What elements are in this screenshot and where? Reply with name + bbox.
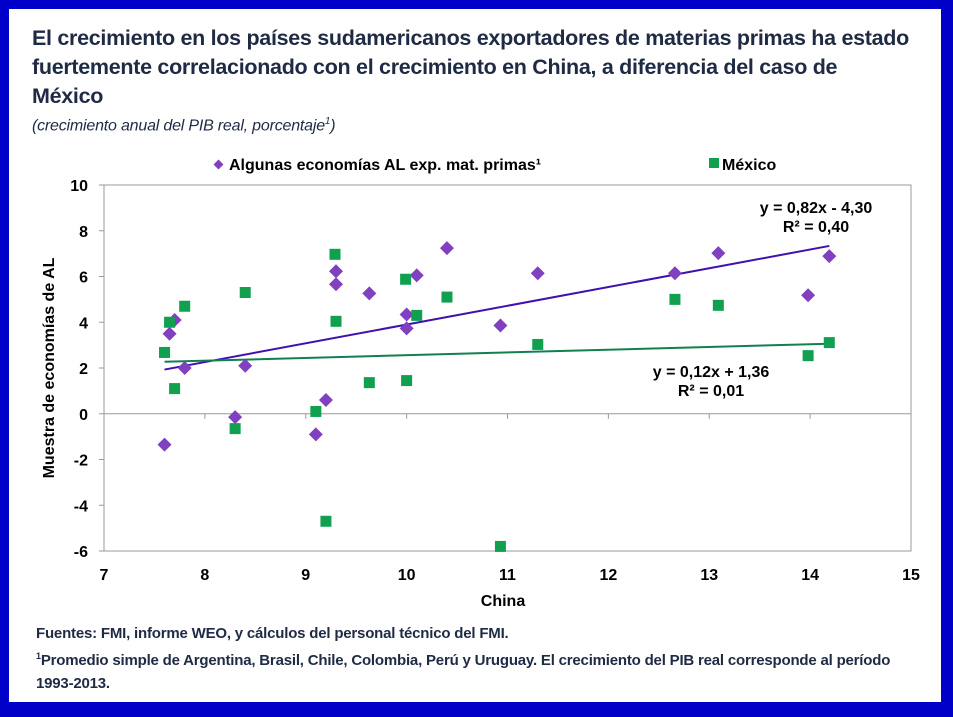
footer-note-text: Promedio simple de Argentina, Brasil, Ch… bbox=[36, 652, 891, 692]
point-mexico bbox=[823, 337, 835, 349]
y-tick-label: -4 bbox=[74, 498, 88, 515]
footer-sources: Fuentes: FMI, informe WEO, y cálculos de… bbox=[36, 625, 509, 642]
point-al bbox=[228, 410, 243, 425]
point-al bbox=[318, 393, 333, 408]
y-tick-label: -2 bbox=[74, 453, 88, 470]
footer-note-mark: 1 bbox=[36, 651, 41, 661]
point-mexico bbox=[320, 515, 332, 527]
legend-marker-al bbox=[213, 159, 224, 170]
slide-subtitle: (crecimiento anual del PIB real, porcent… bbox=[32, 116, 336, 135]
point-al bbox=[177, 361, 192, 375]
subtitle-text: (crecimiento anual del PIB real, porcent… bbox=[32, 117, 325, 135]
x-tick-label: 10 bbox=[398, 567, 416, 584]
point-al bbox=[530, 266, 545, 281]
x-tick-label: 9 bbox=[301, 567, 310, 584]
point-mexico bbox=[330, 315, 342, 327]
trendline-equation-al: y = 0,82x - 4,30 bbox=[760, 200, 873, 217]
x-tick-label: 15 bbox=[902, 567, 920, 584]
x-axis-ticks: 7 8 9 10 11 12 13 14 15 bbox=[100, 413, 920, 584]
legend: Algunas economías AL exp. mat. primas¹ M… bbox=[213, 157, 776, 174]
y-tick-label: 4 bbox=[79, 315, 88, 332]
x-axis-title: China bbox=[481, 593, 526, 610]
point-mexico bbox=[229, 423, 241, 435]
legend-label-al: Algunas economías AL exp. mat. primas¹ bbox=[229, 157, 541, 174]
point-mexico bbox=[329, 248, 341, 260]
point-al bbox=[493, 318, 508, 333]
point-al bbox=[399, 321, 414, 336]
point-al bbox=[362, 286, 377, 301]
point-al bbox=[439, 241, 454, 256]
point-mexico bbox=[401, 375, 413, 387]
trendline-al bbox=[164, 244, 830, 371]
x-tick-label: 12 bbox=[599, 567, 617, 584]
point-al bbox=[238, 358, 253, 373]
y-tick-label: -6 bbox=[74, 544, 88, 561]
point-al bbox=[329, 264, 344, 279]
point-mexico bbox=[802, 350, 814, 362]
point-al bbox=[801, 288, 816, 303]
point-mexico bbox=[494, 540, 506, 552]
trendline-equation-mexico: y = 0,12x + 1,36 bbox=[653, 364, 770, 381]
x-tick-label: 11 bbox=[499, 567, 516, 584]
y-tick-label: 10 bbox=[70, 178, 88, 195]
footer-note: 1Promedio simple de Argentina, Brasil, C… bbox=[36, 645, 916, 695]
point-mexico bbox=[363, 377, 375, 389]
y-axis-ticks: -6 -4 -2 0 2 4 6 8 10 bbox=[70, 178, 104, 561]
point-al bbox=[329, 277, 344, 292]
y-tick-label: 8 bbox=[79, 224, 88, 241]
point-mexico bbox=[411, 309, 423, 321]
point-mexico bbox=[441, 291, 453, 303]
trendlines bbox=[164, 244, 830, 371]
subtitle-close: ) bbox=[330, 117, 336, 135]
point-al bbox=[157, 437, 172, 452]
point-mexico bbox=[669, 293, 681, 305]
y-axis-title: Muestra de economías de AL bbox=[41, 257, 58, 478]
point-al bbox=[667, 266, 682, 281]
legend-marker-mexico bbox=[709, 158, 719, 168]
data-points bbox=[157, 241, 837, 552]
footer: Fuentes: FMI, informe WEO, y cálculos de… bbox=[36, 622, 916, 695]
slide-title: El crecimiento en los países sudamerican… bbox=[32, 26, 909, 108]
x-tick-label: 14 bbox=[801, 567, 819, 584]
point-mexico bbox=[310, 405, 322, 417]
point-mexico bbox=[179, 300, 191, 312]
point-mexico bbox=[400, 273, 412, 285]
point-mexico bbox=[239, 287, 251, 299]
plot-area bbox=[103, 184, 912, 552]
point-mexico bbox=[712, 299, 724, 311]
subtitle-footnote-mark: 1 bbox=[324, 116, 331, 127]
y-tick-label: 2 bbox=[79, 361, 88, 378]
trendline-r2-al: R² = 0,40 bbox=[783, 219, 849, 236]
x-tick-label: 7 bbox=[100, 567, 109, 584]
x-tick-label: 13 bbox=[700, 567, 718, 584]
point-mexico bbox=[532, 338, 544, 350]
y-tick-label: 0 bbox=[79, 407, 88, 424]
trendline-mexico bbox=[164, 342, 830, 363]
legend-label-mexico: México bbox=[722, 157, 776, 174]
point-al bbox=[308, 427, 323, 442]
point-al bbox=[162, 326, 177, 341]
point-al bbox=[409, 268, 424, 283]
y-tick-label: 6 bbox=[79, 270, 88, 287]
point-al bbox=[399, 307, 414, 322]
point-al bbox=[822, 249, 837, 264]
point-mexico bbox=[164, 316, 176, 328]
trendline-r2-mexico: R² = 0,01 bbox=[678, 383, 744, 400]
point-mexico bbox=[169, 383, 181, 395]
point-mexico bbox=[159, 346, 171, 358]
point-al bbox=[711, 246, 726, 261]
x-tick-label: 8 bbox=[200, 567, 209, 584]
